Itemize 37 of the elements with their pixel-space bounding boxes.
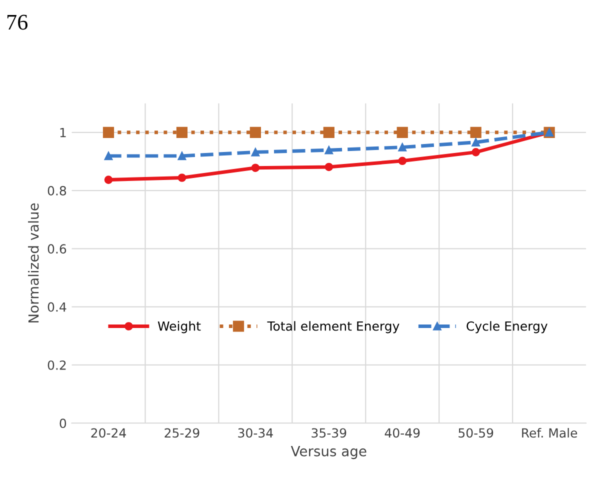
legend-label: Total element Energy [267, 321, 400, 334]
point [324, 162, 334, 172]
x-tick-label: 25-29 [164, 428, 200, 438]
point [102, 126, 114, 138]
y-tick-label: 1 [60, 128, 66, 138]
legend-label: Weight [158, 321, 201, 334]
y-axis-title: Normalized value [28, 203, 39, 322]
point [472, 148, 480, 156]
point [398, 143, 407, 152]
y-tick-label: 0.4 [48, 302, 66, 312]
point [250, 126, 261, 138]
y-tick-label: 0.2 [48, 360, 66, 370]
text: 76 [7, 14, 28, 30]
point [472, 138, 480, 146]
point [251, 164, 260, 172]
x-tick-label: 40-49 [384, 428, 420, 438]
x-tick-label: Ref. Male [522, 428, 578, 438]
legend-label: Cycle Energy [466, 321, 548, 334]
point [398, 156, 407, 166]
y-tick-label: 0.6 [48, 244, 66, 254]
point [323, 126, 334, 138]
point [470, 126, 482, 138]
y-tick-label: 0.8 [48, 186, 66, 196]
y-tick-label: 0 [60, 418, 66, 428]
point [396, 126, 408, 138]
point [104, 176, 113, 184]
point [104, 152, 113, 160]
x-tick-label: 30-34 [238, 428, 273, 438]
point [176, 126, 188, 138]
x-axis-title: Versus age [290, 446, 366, 460]
point [178, 152, 186, 160]
x-tick-label: 50-59 [458, 428, 494, 438]
x-tick-label: 20-24 [91, 428, 126, 438]
point [324, 146, 334, 154]
point [178, 174, 186, 182]
point [251, 148, 260, 156]
x-tick-label: 35-39 [312, 428, 346, 438]
